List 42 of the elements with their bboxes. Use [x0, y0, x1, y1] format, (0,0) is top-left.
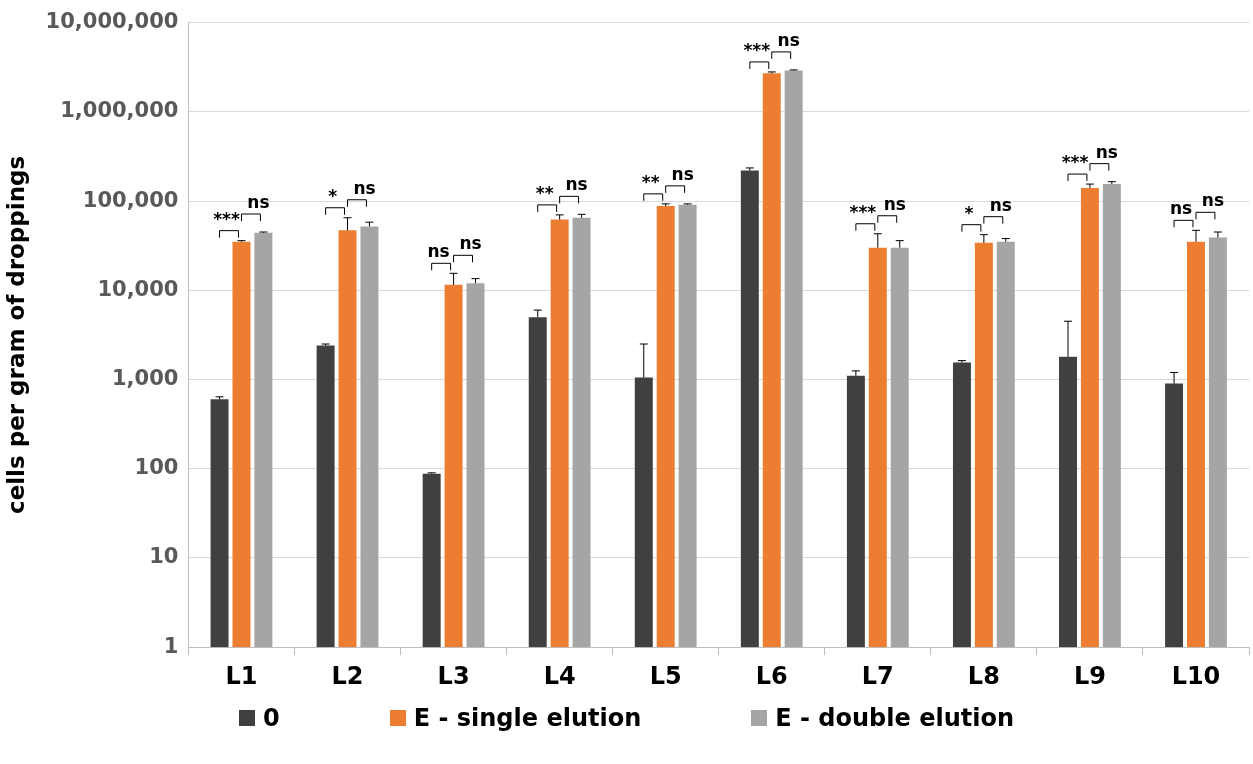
annotation: *	[964, 202, 974, 223]
x-tick-label: L7	[861, 661, 894, 690]
annotation: ns	[989, 194, 1012, 215]
annotation: ns	[883, 193, 906, 214]
y-tick-label: 10,000,000	[45, 9, 179, 34]
annotation: ns	[671, 163, 694, 184]
annotation: ns	[247, 191, 270, 212]
annotation: ns	[1095, 141, 1118, 162]
annotation: ***	[213, 208, 240, 229]
x-tick-label: L10	[1171, 661, 1221, 690]
y-axis-title: cells per gram of droppings	[2, 155, 29, 514]
x-tick-label: L9	[1073, 661, 1106, 690]
annotation: ns	[353, 177, 376, 198]
annotation: **	[641, 171, 660, 192]
y-tick-label: 1	[163, 633, 179, 658]
y-tick-label: 100,000	[82, 187, 179, 212]
legend-label: E - double elution	[775, 704, 1014, 732]
annotation: ***	[1061, 152, 1089, 172]
y-tick-label: 100	[134, 455, 179, 480]
x-tick-label: L6	[755, 661, 788, 690]
legend-label: E - single elution	[413, 704, 642, 732]
annotation: ***	[743, 39, 771, 60]
y-tick-label: 1,000	[112, 365, 179, 390]
annotation: ns	[1201, 190, 1225, 211]
annotation: **	[535, 182, 554, 203]
annotation: ns	[777, 29, 800, 50]
y-tick-label: 10,000	[97, 276, 179, 301]
x-tick-label: L2	[331, 661, 364, 690]
x-tick-label: L1	[225, 661, 258, 690]
x-tick-label: L8	[967, 661, 1000, 690]
y-tick-label: 1,000,000	[60, 98, 179, 123]
x-tick-label: L4	[543, 661, 576, 690]
annotation: ns	[459, 233, 482, 254]
x-tick-label: L5	[649, 661, 682, 690]
legend-label: 0	[262, 704, 280, 732]
annotation: ns	[427, 241, 450, 262]
y-tick-label: 10	[149, 544, 179, 569]
annotation: ns	[565, 174, 588, 195]
annotation: ns	[1169, 198, 1193, 219]
x-tick-label: L3	[437, 661, 470, 690]
annotation: ***	[849, 201, 877, 222]
annotation: *	[328, 185, 338, 206]
